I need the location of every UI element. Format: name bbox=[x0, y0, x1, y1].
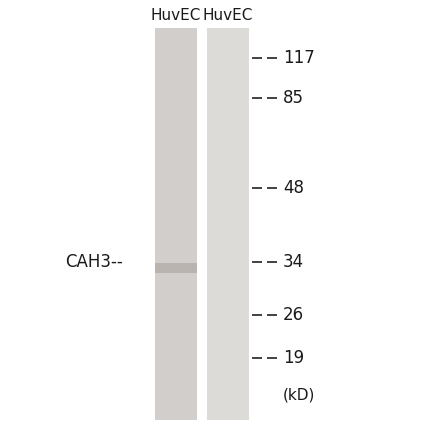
Bar bbox=[207, 28, 249, 420]
Text: 34: 34 bbox=[283, 253, 304, 271]
Text: 19: 19 bbox=[283, 349, 304, 367]
Text: CAH3--: CAH3-- bbox=[65, 253, 123, 271]
Text: 85: 85 bbox=[283, 89, 304, 107]
Text: (kD): (kD) bbox=[283, 388, 315, 403]
Text: 48: 48 bbox=[283, 179, 304, 197]
Text: 26: 26 bbox=[283, 306, 304, 324]
Bar bbox=[155, 28, 197, 420]
Text: HuvEC: HuvEC bbox=[151, 8, 201, 23]
Text: HuvEC: HuvEC bbox=[203, 8, 253, 23]
Bar bbox=[155, 263, 197, 273]
Text: 117: 117 bbox=[283, 49, 315, 67]
